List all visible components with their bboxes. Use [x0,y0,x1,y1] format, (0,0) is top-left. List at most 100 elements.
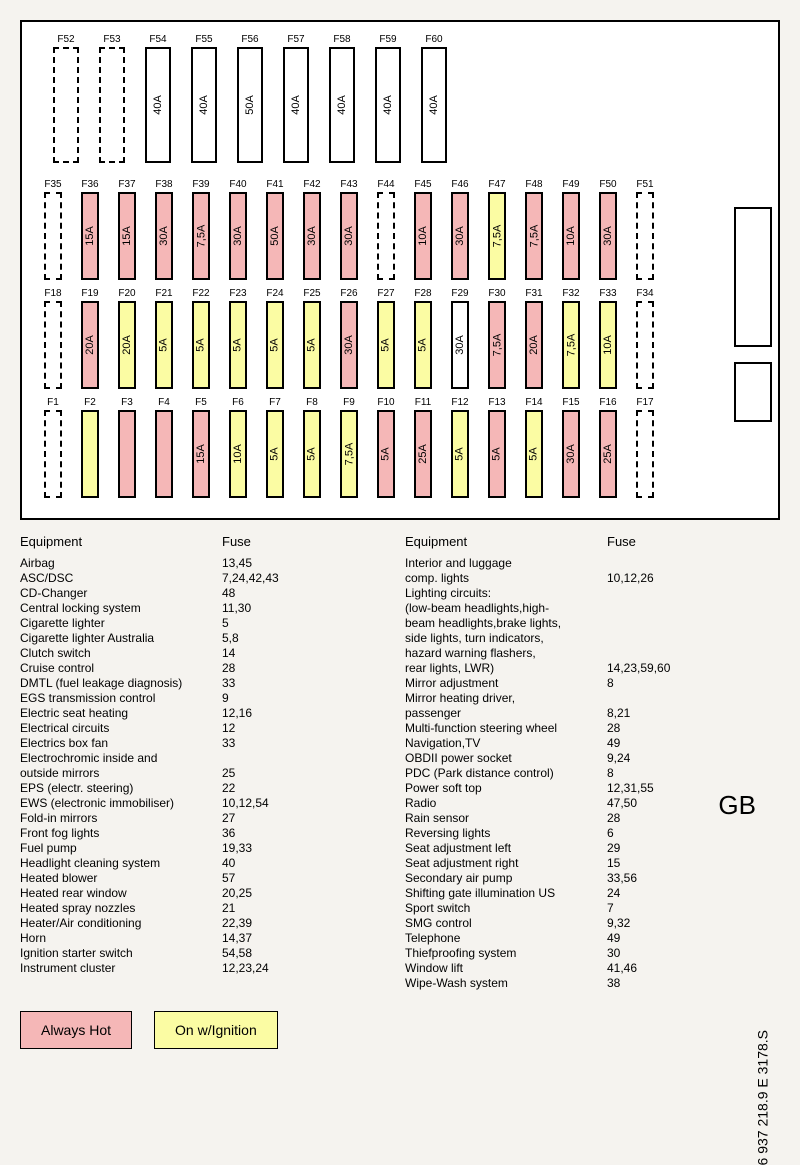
fuse-slot: F215A [147,288,181,389]
equipment-fuse-value: 49 [607,736,697,751]
fuse-id-label: F32 [562,288,579,299]
fuse-slot: F135A [480,397,514,498]
equipment-fuse-value: 33 [222,676,312,691]
equipment-name: Heated blower [20,871,218,886]
fuse-body [636,410,654,498]
fuse-body: 20A [525,301,543,389]
equipment-name: rear lights, LWR) [405,661,603,676]
equipment-name: Reversing lights [405,826,603,841]
equipment-fuse-value: 5 [222,616,312,631]
equipment-fuse-value: 10,12,26 [607,571,697,586]
fuse-body: 20A [118,301,136,389]
equipment-fuse-value: 19,33 [222,841,312,856]
equipment-name: OBDII power socket [405,751,603,766]
equipment-fuse-value: 22 [222,781,312,796]
header-fuse: Fuse [222,534,312,550]
fuse-slot: F5540A [184,34,224,163]
fuse-amp-label: 30A [565,444,577,464]
header-fuse: Fuse [607,534,697,550]
fuse-body [99,47,125,163]
fuse-id-label: F20 [118,288,135,299]
fuse-id-label: F5 [195,397,207,408]
fuse-amp-label: 30A [343,335,355,355]
fuse-body: 5A [525,410,543,498]
fuse-slot: F5650A [230,34,270,163]
fuse-slot: F8 5A [295,397,329,498]
fuse-body: 5A [303,301,321,389]
side-box-lower [734,362,772,422]
fuse-slot: F3310A [591,288,625,389]
fuse-id-label: F52 [57,34,74,45]
fuse-slot: F4150A [258,179,292,280]
equipment-fuse-value: 12 [222,721,312,736]
equipment-fuse-value: 12,23,24 [222,961,312,976]
fuse-id-label: F51 [636,179,653,190]
fuse-amp-label: 40A [382,95,394,115]
fuse-body: 5A [414,301,432,389]
equipment-fuse-value: 12,16 [222,706,312,721]
fuse-slot: F34 [628,288,662,389]
fuse-amp-label: 5A [528,447,540,460]
fuse-body: 30A [562,410,580,498]
equipment-fuse-value: 54,58 [222,946,312,961]
fuse-id-label: F7 [269,397,281,408]
equipment-name: ASC/DSC [20,571,218,586]
fuse-body: 5A [303,410,321,498]
equipment-fuse-value: 10,12,54 [222,796,312,811]
fuse-slot: F275A [369,288,403,389]
fuse-id-label: F18 [44,288,61,299]
fuse-amp-label: 5A [158,338,170,351]
fuse-body [44,192,62,280]
fuse-row-top: F52F53F5440AF5540AF5650AF5740AF5840AF594… [46,34,728,163]
fuse-amp-label: 5A [491,447,503,460]
equipment-fuse-value: 30 [607,946,697,961]
fuse-slot: F18 [36,288,70,389]
equipment-name: Seat adjustment right [405,856,603,871]
fuse-id-label: F10 [377,397,394,408]
equipment-name: Electrochromic inside and [20,751,218,766]
equipment-name: Seat adjustment left [405,841,603,856]
fuse-body: 10A [562,192,580,280]
equipment-name: hazard warning flashers, [405,646,603,661]
fuse-slot: F1 [36,397,70,498]
legend-on-ignition: On w/Ignition [154,1011,278,1049]
fuse-body: 5A [451,410,469,498]
fuse-body: 50A [237,47,263,163]
fuse-amp-label: 30A [454,226,466,246]
fuse-amp-label: 30A [602,226,614,246]
fuse-body: 50A [266,192,284,280]
fuse-slot: F610A [221,397,255,498]
fuse-amp-label: 5A [232,338,244,351]
fuse-id-label: F60 [425,34,442,45]
fuse-amp-label: 40A [428,95,440,115]
fuse-amp-label: 30A [343,226,355,246]
fuse-amp-label: 5A [306,447,318,460]
equipment-fuse-value: 9,24 [607,751,697,766]
fuse-row-4: F1F2F3F4F515AF610AF75AF85AF97,5AF105AF11… [36,397,728,498]
equipment-fuse-value: 20,25 [222,886,312,901]
fuse-id-label: F8 [306,397,318,408]
fuse-slot: F3715A [110,179,144,280]
equipment-fuse-value: 25 [222,766,312,781]
fuse-amp-label: 30A [454,335,466,355]
equipment-fuse-value: 14 [222,646,312,661]
fuse-body: 30A [303,192,321,280]
equipment-name: Airbag [20,556,218,571]
legend: Always Hot On w/Ignition [20,1011,780,1049]
fuse-id-label: F16 [599,397,616,408]
fuse-id-label: F47 [488,179,505,190]
fuse-id-label: F34 [636,288,653,299]
part-number: 6 937 218.9 E 3178.S [754,1030,770,1165]
fuse-slot: F2630A [332,288,366,389]
fuse-id-label: F54 [149,34,166,45]
fuse-id-label: F2 [84,397,96,408]
fuse-amp-label: 25A [417,444,429,464]
fuse-slot: F307,5A [480,288,514,389]
fuse-slot: F5740A [276,34,316,163]
equipment-name: Wipe-Wash system [405,976,603,991]
equipment-name: Power soft top [405,781,603,796]
fuse-body: 7,5A [192,192,210,280]
fuse-body: 7,5A [488,192,506,280]
fuse-amp-label: 7,5A [491,334,503,357]
fuse-body: 30A [451,192,469,280]
